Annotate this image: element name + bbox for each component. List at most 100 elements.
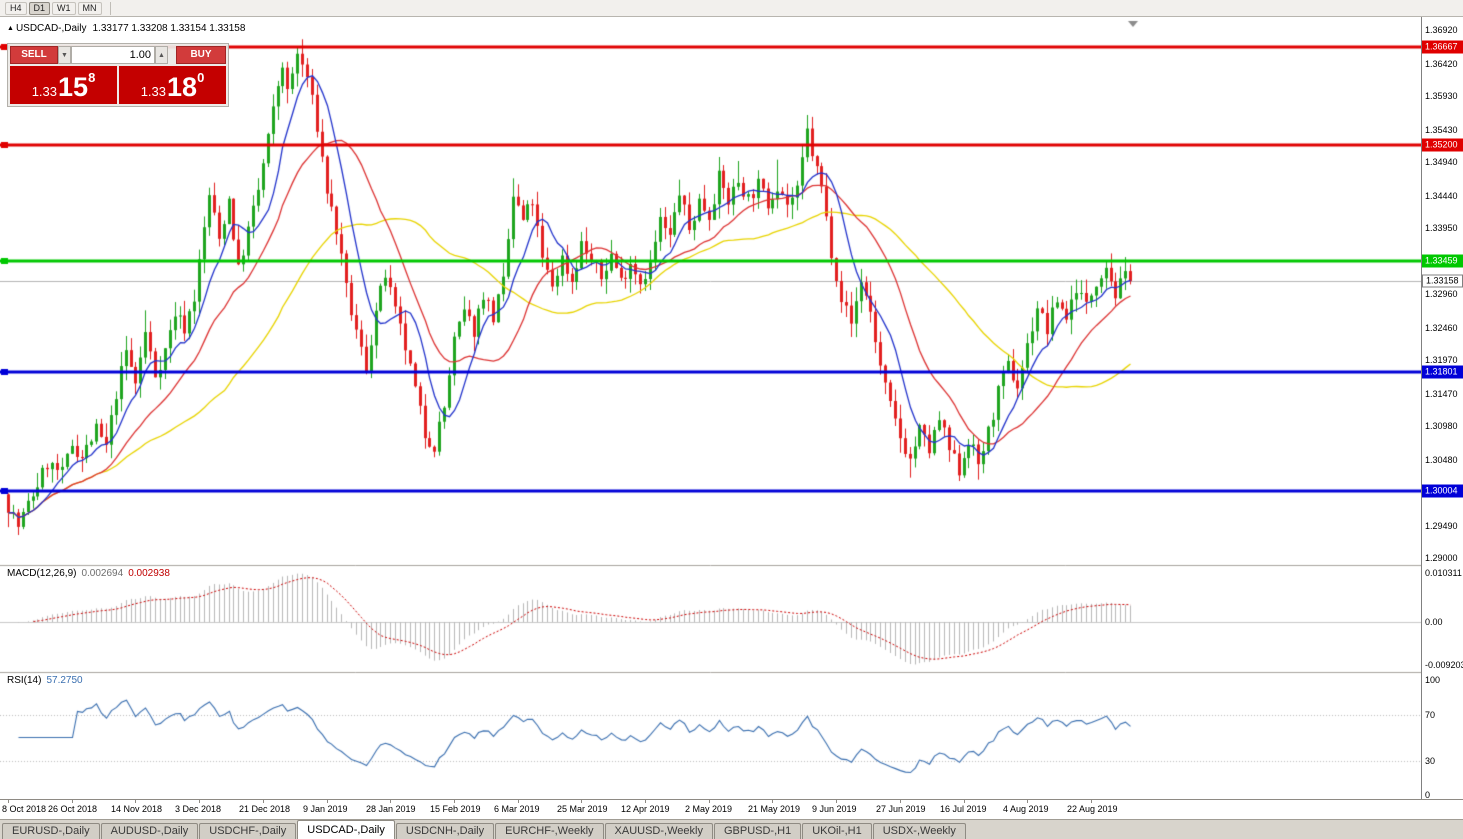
macd-axis-label: -0.009203 xyxy=(1425,660,1463,670)
buy-button[interactable]: BUY xyxy=(176,46,226,64)
volume-increase-button[interactable]: ▲ xyxy=(155,46,168,64)
date-tick xyxy=(900,800,901,803)
candlestick-chart-canvas[interactable] xyxy=(0,17,1421,799)
rsi-axis-label: 0 xyxy=(1425,790,1431,800)
date-axis-label: 6 Mar 2019 xyxy=(494,804,540,814)
price-axis[interactable]: 1.36920 1.36420 1.35930 1.35430 1.34940 1.344… xyxy=(1421,17,1463,800)
bid-pip-digit: 8 xyxy=(88,70,96,85)
macd-signal-value: 0.002938 xyxy=(128,568,170,579)
date-axis-label: 27 Jun 2019 xyxy=(876,804,926,814)
macd-axis-label: 0.010311 xyxy=(1425,568,1462,578)
date-axis[interactable]: 8 Oct 2018 26 Oct 2018 14 Nov 2018 3 Dec 20… xyxy=(0,799,1463,819)
price-axis-label: 1.35430 xyxy=(1425,124,1458,135)
chart-tab[interactable]: UKOil-,H1 xyxy=(802,823,872,839)
chart-tab[interactable]: GBPUSD-,H1 xyxy=(713,823,802,839)
rsi-value: 57.2750 xyxy=(46,675,83,686)
chart-tab[interactable]: XAUUSD-,Weekly xyxy=(604,823,713,839)
rsi-axis-label: 100 xyxy=(1425,675,1441,685)
rsi-name: RSI(14) xyxy=(7,675,42,686)
chart-tab[interactable]: AUDUSD-,Daily xyxy=(100,823,199,839)
rsi-axis-label: 30 xyxy=(1425,755,1436,766)
chart-symbol-label: USDCAD-,Daily xyxy=(15,23,87,34)
date-tick xyxy=(454,800,455,803)
timeframe-button-mn[interactable]: MN xyxy=(77,1,102,15)
quote-row: 1.33 15 8 1.33 18 0 xyxy=(10,66,226,104)
date-tick xyxy=(263,800,264,803)
volume-input[interactable]: 1.00 xyxy=(71,46,155,64)
date-tick xyxy=(709,800,710,803)
date-tick xyxy=(964,800,965,803)
price-axis-label: 1.36920 xyxy=(1425,25,1458,36)
chart-tab[interactable]: USDCAD-,Daily xyxy=(297,820,395,839)
price-axis-label: 1.34440 xyxy=(1425,190,1458,201)
price-axis-label: 1.30980 xyxy=(1425,421,1458,432)
date-axis-label: 22 Aug 2019 xyxy=(1067,804,1118,814)
ask-price-display[interactable]: 1.33 18 0 xyxy=(119,66,226,104)
price-axis-label: 1.31970 xyxy=(1425,355,1458,366)
timeframe-button-d1[interactable]: D1 xyxy=(28,1,51,15)
date-tick xyxy=(135,800,136,803)
bid-price-display[interactable]: 1.33 15 8 xyxy=(10,66,117,104)
date-axis-label: 2 May 2019 xyxy=(685,804,733,814)
macd-axis-label: 0.00 xyxy=(1425,616,1443,627)
price-level-tag: 1.31801 xyxy=(1422,365,1463,379)
price-level-tag: 1.35200 xyxy=(1422,138,1463,152)
ask-pip-digit: 0 xyxy=(197,70,205,85)
toolbar-separator xyxy=(109,1,111,15)
date-axis-label: 15 Feb 2019 xyxy=(430,804,481,814)
rsi-indicator-label: RSI(14) 57.2750 xyxy=(7,675,83,686)
timeframe-button-w1[interactable]: W1 xyxy=(52,1,76,15)
volume-decrease-button[interactable]: ▼ xyxy=(58,46,71,64)
date-axis-label: 14 Nov 2018 xyxy=(111,804,163,814)
date-axis-label: 28 Jan 2019 xyxy=(366,804,416,814)
date-axis-label: 3 Dec 2018 xyxy=(175,804,222,814)
chart-title-arrow-icon: ▲ xyxy=(7,25,14,32)
chart-tab[interactable]: USDCNH-,Daily xyxy=(395,823,495,839)
price-level-tag: 1.36667 xyxy=(1422,40,1463,54)
date-axis-label: 25 Mar 2019 xyxy=(557,804,608,814)
date-axis-label: 21 Dec 2018 xyxy=(239,804,291,814)
timeframe-toolbar: H4 D1 W1 MN xyxy=(0,0,1463,17)
chart-tab[interactable]: EURCHF-,Weekly xyxy=(495,823,604,839)
current-price-tag: 1.33158 xyxy=(1422,274,1463,288)
date-tick xyxy=(327,800,328,803)
macd-indicator-label: MACD(12,26,9) 0.002694 0.002938 xyxy=(7,568,170,579)
chart-ohlc-values: 1.33177 1.33208 1.33154 1.33158 xyxy=(92,23,246,34)
price-axis-label: 1.35930 xyxy=(1425,91,1458,102)
timeframe-button-h4[interactable]: H4 xyxy=(5,1,27,15)
date-axis-label: 8 Oct 2018 xyxy=(2,804,47,814)
date-axis-label: 16 Jul 2019 xyxy=(940,804,987,814)
trade-controls-row: SELL ▼ 1.00 ▲ BUY xyxy=(10,46,226,64)
date-tick xyxy=(8,800,9,803)
date-tick xyxy=(772,800,773,803)
date-axis-label: 26 Oct 2018 xyxy=(48,804,98,814)
price-axis-label: 1.31470 xyxy=(1425,388,1458,399)
chart-tab[interactable]: USDCHF-,Daily xyxy=(199,823,297,839)
date-axis-label: 4 Aug 2019 xyxy=(1003,804,1049,814)
date-tick xyxy=(1027,800,1028,803)
timeframe-buttons: H4 D1 W1 MN xyxy=(5,1,104,15)
price-axis-label: 1.32960 xyxy=(1425,289,1458,300)
date-tick xyxy=(199,800,200,803)
date-tick xyxy=(1091,800,1092,803)
ask-big-digits: 18 xyxy=(167,72,198,102)
price-axis-label: 1.30480 xyxy=(1425,454,1458,465)
date-axis-label: 12 Apr 2019 xyxy=(621,804,670,814)
bid-prefix: 1.33 xyxy=(31,84,58,99)
chart-title: ▲ USDCAD-,Daily 1.33177 1.33208 1.33154 1.… xyxy=(7,23,245,34)
price-axis-label: 1.29000 xyxy=(1425,553,1458,564)
price-level-tag: 1.30004 xyxy=(1422,484,1463,498)
date-axis-label: 9 Jan 2019 xyxy=(303,804,348,814)
price-level-tag: 1.33459 xyxy=(1422,254,1463,268)
sell-button[interactable]: SELL xyxy=(10,46,58,64)
price-axis-label: 1.33950 xyxy=(1425,223,1458,234)
bid-big-digits: 15 xyxy=(58,72,89,102)
chart-tab[interactable]: USDX-,Weekly xyxy=(872,823,966,839)
one-click-trade-panel: SELL ▼ 1.00 ▲ BUY 1.33 15 8 1.33 18 0 xyxy=(7,43,229,107)
date-tick xyxy=(390,800,391,803)
macd-main-value: 0.002694 xyxy=(81,568,124,579)
chart-tab[interactable]: EURUSD-,Daily xyxy=(2,823,100,839)
date-tick xyxy=(518,800,519,803)
date-tick xyxy=(581,800,582,803)
